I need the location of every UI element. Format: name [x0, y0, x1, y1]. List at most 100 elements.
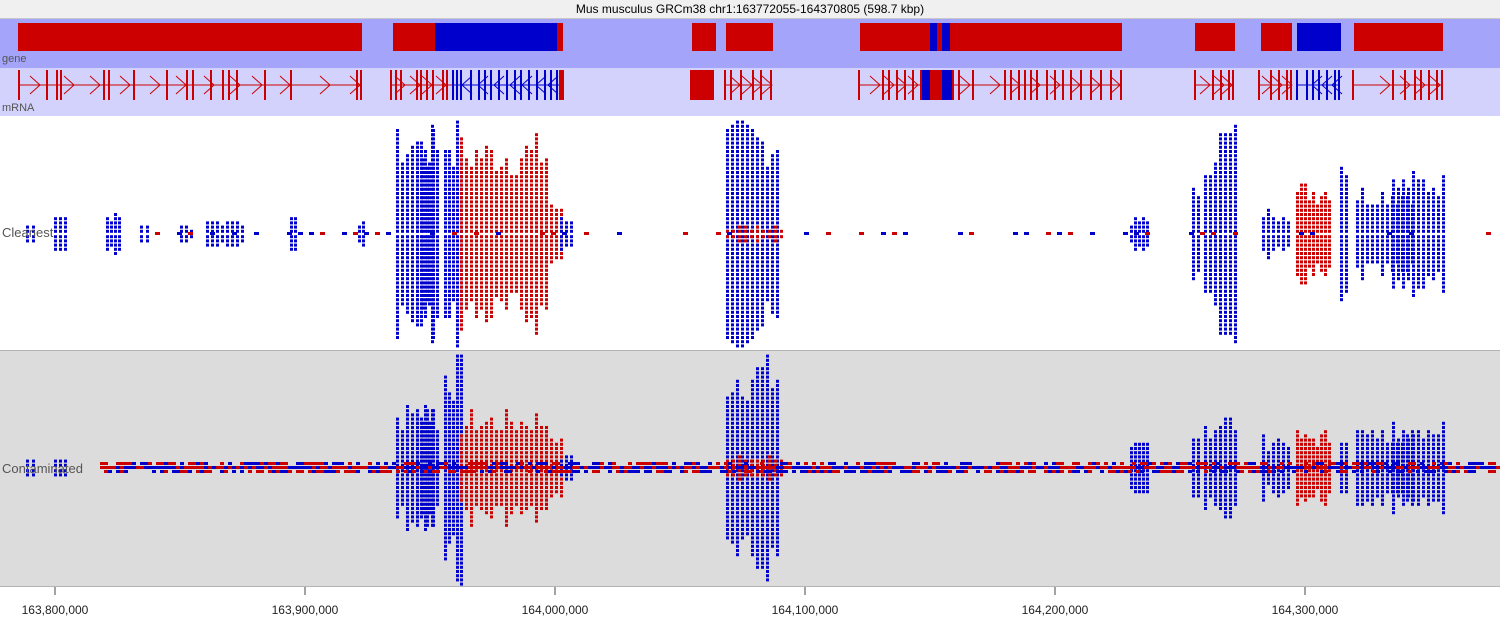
read — [1308, 229, 1311, 233]
read — [460, 179, 463, 183]
read — [776, 229, 779, 233]
read — [535, 137, 538, 141]
read — [751, 405, 754, 408]
read — [1417, 196, 1420, 200]
read — [535, 158, 538, 162]
read — [1234, 264, 1237, 268]
read — [535, 438, 538, 442]
read — [495, 469, 498, 473]
read — [465, 235, 468, 239]
read — [555, 481, 558, 485]
read — [525, 239, 528, 243]
read — [456, 430, 459, 434]
read — [460, 327, 463, 331]
read — [1219, 145, 1222, 149]
read — [530, 247, 533, 251]
read — [500, 473, 503, 477]
mrna-exon — [166, 70, 168, 100]
read — [465, 490, 468, 494]
read — [515, 260, 518, 264]
read — [426, 208, 429, 212]
read — [1320, 235, 1323, 239]
read — [731, 150, 734, 153]
read — [432, 285, 435, 289]
read — [64, 229, 67, 233]
read — [1402, 183, 1405, 187]
read — [465, 281, 468, 285]
read — [525, 459, 528, 463]
read — [426, 183, 429, 187]
read — [726, 264, 729, 268]
read — [1219, 310, 1222, 314]
read — [731, 430, 734, 434]
read — [426, 235, 429, 239]
read — [432, 256, 435, 260]
read — [617, 232, 622, 235]
read — [448, 455, 451, 459]
read — [771, 239, 774, 243]
read — [406, 442, 409, 446]
read — [460, 319, 463, 323]
read — [761, 396, 764, 400]
read — [420, 455, 423, 459]
gene-track[interactable]: gene — [0, 19, 1500, 68]
read — [746, 124, 749, 128]
read — [510, 281, 513, 285]
read — [448, 273, 451, 276]
read — [448, 268, 451, 272]
read — [401, 166, 404, 170]
read — [456, 409, 459, 413]
read — [1442, 192, 1445, 195]
read — [490, 455, 493, 459]
mrna-strand-arrow — [1199, 75, 1211, 95]
read — [424, 175, 427, 179]
read — [525, 171, 528, 174]
read — [452, 490, 455, 494]
read — [490, 192, 493, 195]
read — [1192, 221, 1195, 225]
read — [1356, 208, 1359, 212]
read — [396, 417, 399, 421]
read — [216, 239, 219, 243]
read — [456, 239, 459, 243]
read — [480, 285, 483, 289]
read — [485, 162, 488, 166]
read — [480, 294, 483, 297]
read — [535, 298, 538, 302]
read — [495, 239, 498, 243]
read — [448, 277, 451, 281]
read — [1234, 217, 1237, 221]
read — [776, 208, 779, 212]
contaminated-coverage-panel[interactable]: Contaminated — [0, 351, 1500, 587]
read — [448, 315, 451, 318]
read — [110, 235, 113, 239]
read — [426, 409, 429, 413]
read — [1432, 252, 1435, 255]
read — [1432, 264, 1435, 268]
read — [444, 434, 447, 438]
read — [1427, 229, 1430, 233]
mrna-exon — [952, 70, 954, 100]
read — [1340, 281, 1343, 285]
read — [1340, 285, 1343, 289]
read — [545, 192, 548, 195]
read — [741, 396, 744, 400]
read — [420, 281, 423, 285]
read — [495, 490, 498, 494]
read — [480, 175, 483, 179]
read — [396, 204, 399, 208]
mrna-track[interactable]: mRNA — [0, 68, 1500, 116]
read — [1219, 273, 1222, 276]
cleanest-coverage-panel[interactable]: Cleanest — [0, 117, 1500, 351]
read — [545, 268, 548, 272]
read — [726, 252, 729, 255]
read — [1219, 133, 1222, 137]
read — [475, 442, 478, 446]
read — [416, 196, 419, 200]
read — [500, 247, 503, 251]
read — [1340, 289, 1343, 293]
read — [1134, 225, 1137, 229]
read — [520, 463, 523, 467]
read — [428, 438, 431, 442]
read — [1356, 260, 1359, 264]
